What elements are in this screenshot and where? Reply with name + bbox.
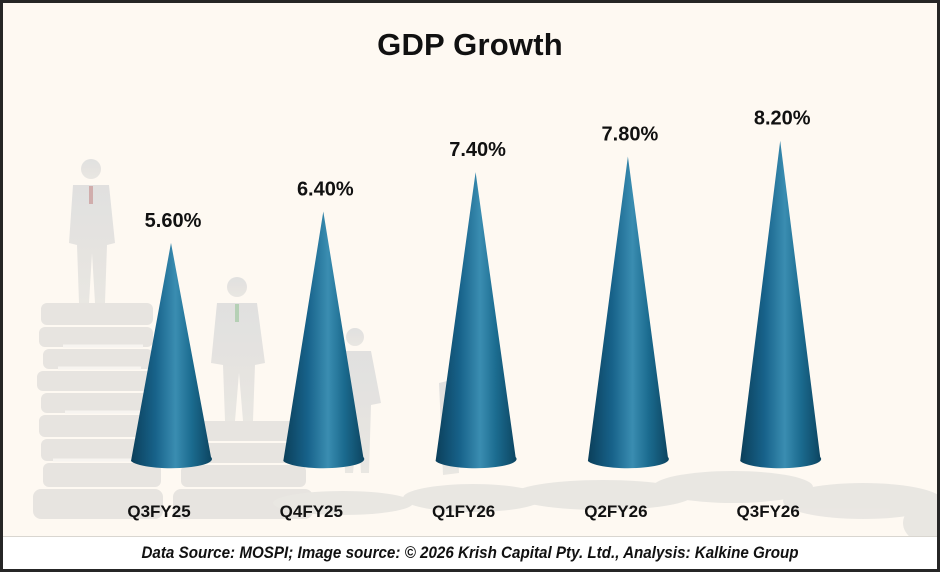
data-label-q4fy25: 6.40% [297,178,354,200]
cone-mark-q2fy26 [587,156,669,469]
businessman-figure-2 [211,277,265,421]
cone-body [131,242,212,469]
coin-stack-middle [173,421,313,519]
background-illustration [33,159,937,536]
data-label-q1fy26: 7.40% [449,139,506,161]
cone-mark-q3fy25 [131,242,212,469]
cone-body [435,172,517,469]
cones-group [131,140,822,469]
chart-panel: 5.60% 6.40% 7.40% 7.80% 8.20% Q3FY25 Q4FY25 Q1… [3,3,937,537]
category-label-q3fy25: Q3FY25 [127,502,190,521]
coin-stack-left-highlights [53,344,145,462]
data-label-q3fy25: 5.60% [145,210,202,232]
category-label-q2fy26: Q2FY26 [584,502,647,521]
cone-body [283,211,365,469]
businessman-tie-2 [235,304,239,322]
value-labels-group: 5.60% 6.40% 7.40% 7.80% 8.20% [145,108,811,232]
cone-mark-q4fy25 [283,211,365,469]
cone-body [740,140,822,469]
category-label-q1fy26: Q1FY26 [432,502,495,521]
cone-mark-q3fy26 [740,140,822,469]
category-labels-group: Q3FY25 Q4FY25 Q1FY26 Q2FY26 Q3FY26 [127,502,800,521]
businessman-figure-1 [69,159,115,303]
chart-canvas: 5.60% 6.40% 7.40% 7.80% 8.20% Q3FY25 Q4FY25 Q1… [33,108,937,536]
chart-title: GDP Growth [377,27,563,62]
category-label-q4fy25: Q4FY25 [280,502,343,521]
coins-bottom-right [273,471,937,536]
source-footer: Data Source: MOSPI; Image source: © 2026… [141,543,799,562]
data-label-q2fy26: 7.80% [602,123,659,145]
coin-stack-left [33,303,163,519]
category-label-q3fy26: Q3FY26 [737,502,800,521]
data-label-q3fy26: 8.20% [754,108,811,130]
cone-mark-q1fy26 [435,172,517,469]
cone-body [587,156,669,469]
businessman-tie-1 [89,186,93,204]
